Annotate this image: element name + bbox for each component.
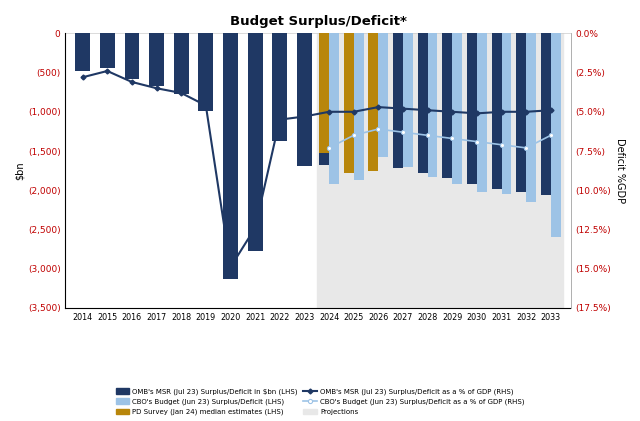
Bar — [541, 33, 551, 195]
Bar — [452, 33, 462, 184]
Bar — [223, 33, 238, 279]
Bar — [174, 33, 189, 94]
Bar — [248, 33, 262, 251]
Bar — [297, 33, 312, 166]
Legend: OMB's MSR (Jul 23) Surplus/Deficit in $bn (LHS), CBO's Budget (Jun 23) Surplus/D: OMB's MSR (Jul 23) Surplus/Deficit in $b… — [113, 386, 527, 418]
Bar — [369, 33, 378, 163]
Bar — [329, 33, 339, 184]
Bar — [344, 33, 354, 173]
Bar — [369, 33, 378, 171]
Bar — [393, 33, 403, 168]
Title: Budget Surplus/Deficit*: Budget Surplus/Deficit* — [230, 15, 406, 28]
Bar — [354, 33, 364, 180]
Bar — [467, 33, 477, 184]
Bar — [492, 33, 502, 189]
Bar — [319, 33, 329, 153]
Bar — [551, 33, 561, 237]
Bar — [273, 33, 287, 141]
Bar — [378, 33, 388, 157]
Bar — [344, 33, 354, 167]
Bar — [319, 33, 329, 165]
Bar — [428, 33, 438, 177]
Y-axis label: Deficit %GDP: Deficit %GDP — [615, 138, 625, 203]
Bar — [418, 33, 428, 173]
Bar — [76, 33, 90, 72]
Bar — [502, 33, 511, 194]
Bar — [477, 33, 487, 192]
Bar — [516, 33, 526, 192]
Bar — [526, 33, 536, 202]
Bar — [403, 33, 413, 168]
Bar — [100, 33, 115, 68]
Bar — [317, 33, 563, 308]
Bar — [125, 33, 140, 79]
Bar — [442, 33, 452, 179]
Bar — [149, 33, 164, 85]
Y-axis label: $bn: $bn — [15, 161, 25, 180]
Bar — [198, 33, 213, 111]
